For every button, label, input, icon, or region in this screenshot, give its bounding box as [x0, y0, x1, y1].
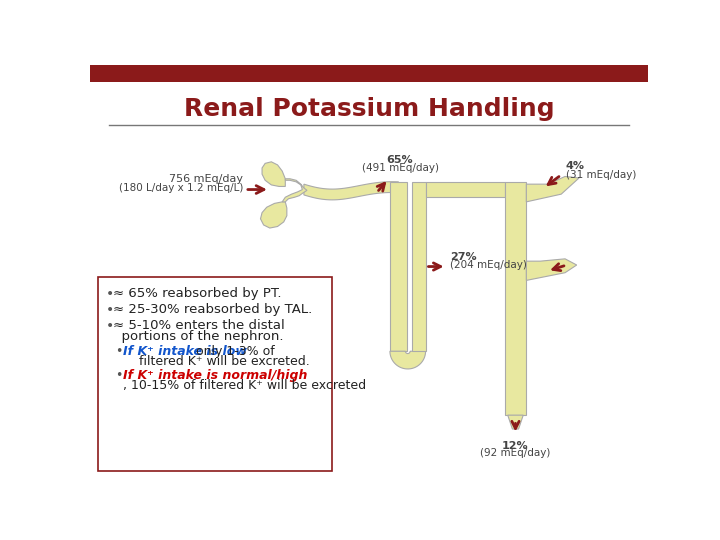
- Text: 4%: 4%: [566, 161, 585, 171]
- Bar: [412, 182, 426, 351]
- Text: •: •: [106, 319, 114, 333]
- Text: ≈ 65% reabsorbed by PT.: ≈ 65% reabsorbed by PT.: [113, 287, 282, 300]
- Bar: [426, 182, 505, 197]
- Text: 12%: 12%: [502, 441, 528, 450]
- Polygon shape: [304, 181, 398, 200]
- Text: If K⁺ intake is low: If K⁺ intake is low: [122, 345, 246, 358]
- Polygon shape: [526, 177, 579, 202]
- Text: 756 mEq/day: 756 mEq/day: [169, 174, 243, 184]
- Text: (180 L/day x 1.2 mEq/L): (180 L/day x 1.2 mEq/L): [119, 183, 243, 193]
- Text: ≈ 5-10% enters the distal: ≈ 5-10% enters the distal: [113, 319, 285, 332]
- Polygon shape: [282, 179, 307, 202]
- Text: filtered K⁺ will be excreted.: filtered K⁺ will be excreted.: [122, 355, 310, 368]
- Text: •: •: [114, 345, 122, 358]
- Text: •: •: [114, 369, 122, 382]
- Text: 27%: 27%: [451, 252, 477, 262]
- Text: (204 mEq/day): (204 mEq/day): [451, 260, 527, 270]
- Text: (92 mEq/day): (92 mEq/day): [480, 448, 551, 458]
- Text: •: •: [106, 287, 114, 301]
- Text: If K⁺ intake is normal/high: If K⁺ intake is normal/high: [122, 369, 307, 382]
- FancyBboxPatch shape: [98, 278, 332, 471]
- Text: , 10-15% of filtered K⁺ will be excreted: , 10-15% of filtered K⁺ will be excreted: [122, 379, 366, 392]
- Polygon shape: [508, 415, 523, 429]
- Polygon shape: [261, 202, 287, 228]
- Bar: [505, 182, 526, 415]
- Text: (491 mEq/day): (491 mEq/day): [361, 163, 438, 173]
- Polygon shape: [262, 162, 285, 186]
- Text: ≈ 25-30% reabsorbed by TAL.: ≈ 25-30% reabsorbed by TAL.: [113, 303, 312, 316]
- Text: Renal Potassium Handling: Renal Potassium Handling: [184, 97, 554, 122]
- Text: 65%: 65%: [387, 155, 413, 165]
- Polygon shape: [390, 351, 426, 369]
- Text: (31 mEq/day): (31 mEq/day): [566, 170, 636, 180]
- Bar: [90, 65, 648, 82]
- Bar: [390, 182, 407, 351]
- Text: portions of the nephron.: portions of the nephron.: [113, 330, 284, 343]
- Polygon shape: [526, 259, 577, 280]
- Text: •: •: [106, 303, 114, 317]
- Text: only 1-3% of: only 1-3% of: [192, 345, 275, 358]
